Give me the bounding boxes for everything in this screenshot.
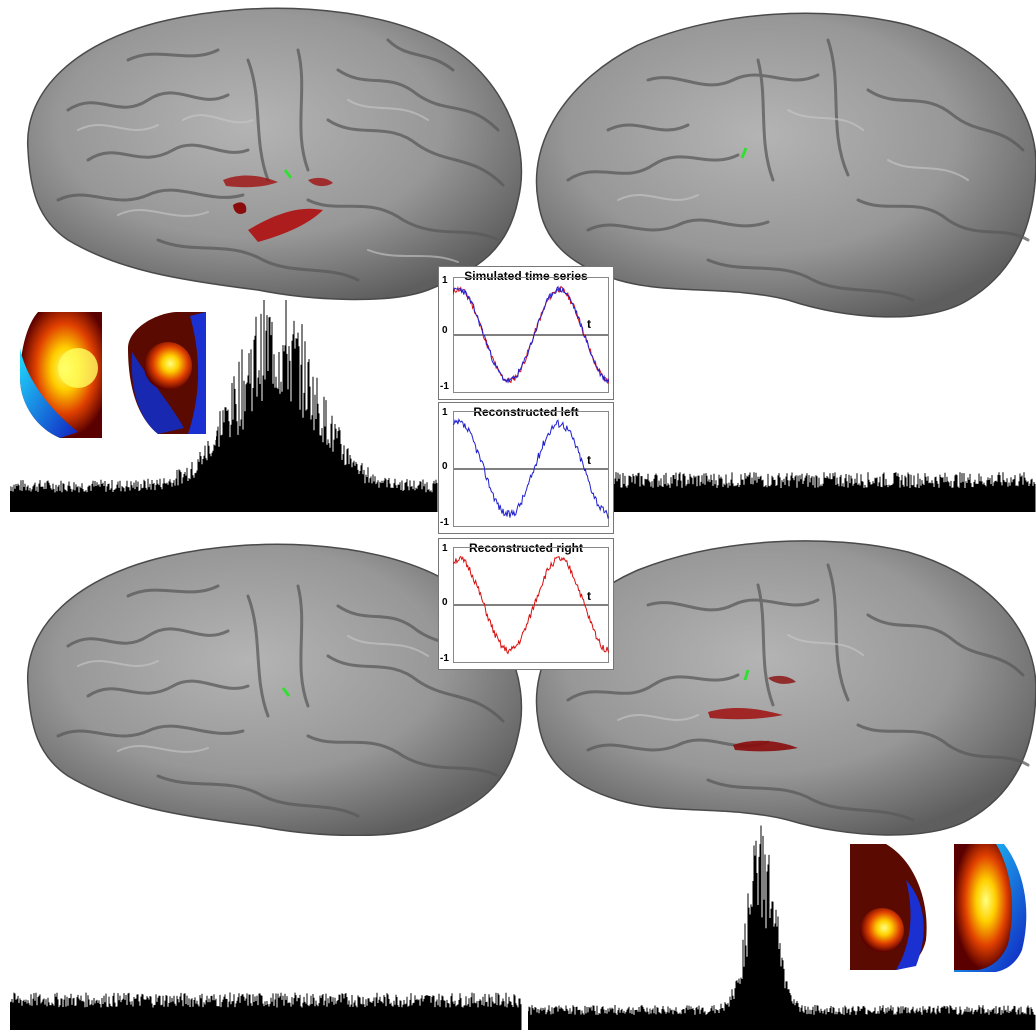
signal-line-1: [453, 285, 609, 384]
panel-simulated: Simulated time series 1 0 -1 t: [438, 266, 614, 400]
right-hemisphere-top: [535, 12, 1036, 318]
histogram-bars: [612, 472, 1036, 512]
topomap-bottom-2: [950, 840, 1034, 976]
x-axis-label: t: [587, 589, 591, 603]
panel-reconstructed-right: Reconstructed right 1 0 -1 t: [438, 538, 614, 670]
signal-line-0: [453, 555, 609, 655]
left-hemisphere-bottom: [27, 543, 523, 836]
tick-y-zero: 0: [442, 597, 448, 608]
activation-region: [223, 175, 333, 242]
topomap-top-1: [8, 308, 108, 444]
x-axis-label: t: [587, 317, 591, 331]
source-marker: [743, 669, 750, 681]
topomap-bottom-1: [846, 840, 936, 974]
left-hemisphere-top: [27, 7, 523, 301]
signal-line-0: [453, 418, 609, 519]
panel-title: Simulated time series: [464, 269, 588, 283]
source-marker: [283, 169, 293, 179]
signal-plot: [453, 277, 609, 393]
top-left-histogram: [10, 300, 438, 512]
signal-plot: [453, 411, 609, 527]
right-hemisphere-bottom: [535, 540, 1036, 836]
signal-plot: [453, 547, 609, 663]
bottom-left-histogram: [10, 992, 522, 1030]
plot-frame: [453, 547, 609, 663]
divider: [524, 517, 526, 1034]
panel-reconstructed-left: Reconstructed left 1 0 -1 t: [438, 402, 614, 534]
x-axis-label: t: [587, 453, 591, 467]
histogram-bars: [10, 300, 438, 512]
source-marker: [281, 687, 291, 697]
activation-region: [708, 675, 798, 752]
topomap-top-2: [118, 308, 216, 440]
top-right-histogram: [612, 472, 1036, 512]
tick-y-min: -1: [440, 517, 449, 528]
tick-y-min: -1: [440, 381, 449, 392]
tick-y-max: 1: [442, 543, 448, 554]
histogram-bars: [10, 992, 522, 1030]
plot-frame: [453, 277, 609, 393]
tick-y-min: -1: [440, 653, 449, 664]
plot-frame: [453, 411, 609, 527]
tick-y-max: 1: [442, 275, 448, 286]
tick-y-zero: 0: [442, 461, 448, 472]
bottom-right-histogram: [528, 825, 1036, 1030]
histogram-bars: [528, 825, 1036, 1030]
source-marker: [740, 147, 748, 159]
tick-y-zero: 0: [442, 325, 448, 336]
tick-y-max: 1: [442, 407, 448, 418]
